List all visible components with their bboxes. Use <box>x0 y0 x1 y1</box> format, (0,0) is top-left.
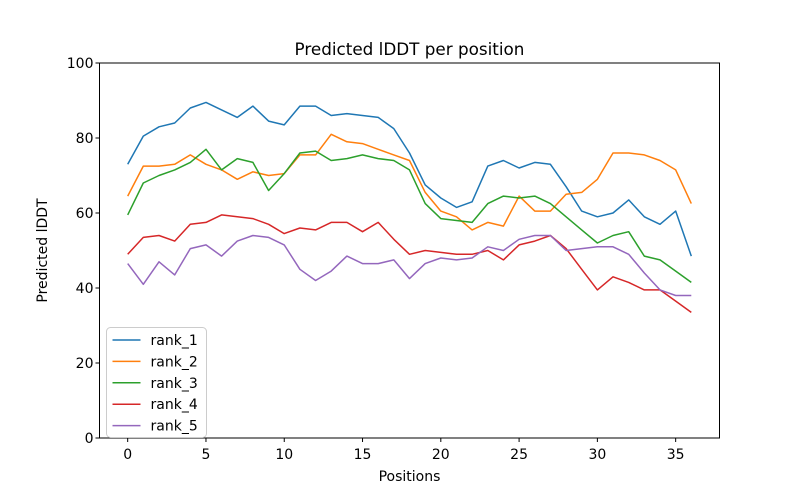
legend-box <box>106 327 207 438</box>
x-tick-label: 25 <box>510 447 528 463</box>
x-tick-label: 35 <box>667 447 685 463</box>
y-tick-label: 60 <box>76 206 94 222</box>
series-line-rank_3 <box>127 148 692 284</box>
x-tick-label: 10 <box>275 447 293 463</box>
series-group <box>127 101 693 314</box>
x-axis-label: Positions <box>379 469 441 485</box>
y-axis-ticks: 0 20 40 60 80 100 <box>67 56 100 447</box>
x-axis-ticks: 0 5 10 15 20 25 30 35 <box>123 438 685 463</box>
y-tick-label: 0 <box>85 431 94 447</box>
x-tick-label: 0 <box>123 447 132 463</box>
y-tick-label: 20 <box>76 356 94 372</box>
series-line-rank_5 <box>127 234 692 297</box>
y-tick-label: 80 <box>76 131 94 147</box>
x-tick-label: 30 <box>588 447 606 463</box>
series-line-rank_4 <box>127 214 692 314</box>
legend-label-rank_2: rank_2 <box>151 354 198 370</box>
x-tick-label: 5 <box>202 447 211 463</box>
series-line-rank_1 <box>127 101 693 257</box>
legend-label-rank_5: rank_5 <box>151 419 198 435</box>
chart-title: Predicted lDDT per position <box>295 39 525 59</box>
x-tick-label: 15 <box>354 447 372 463</box>
legend-label-rank_4: rank_4 <box>151 397 198 413</box>
legend: rank_1 rank_2 rank_3 rank_4 rank_5 <box>106 327 207 438</box>
y-axis-label: Predicted lDDT <box>35 198 51 303</box>
series-line-rank_2 <box>127 133 692 231</box>
legend-label-rank_3: rank_3 <box>151 376 198 392</box>
x-tick-label: 20 <box>432 447 450 463</box>
y-tick-label: 100 <box>67 56 94 72</box>
plot-area-border <box>99 62 720 439</box>
y-tick-label: 40 <box>76 281 94 297</box>
legend-label-rank_1: rank_1 <box>151 333 198 349</box>
